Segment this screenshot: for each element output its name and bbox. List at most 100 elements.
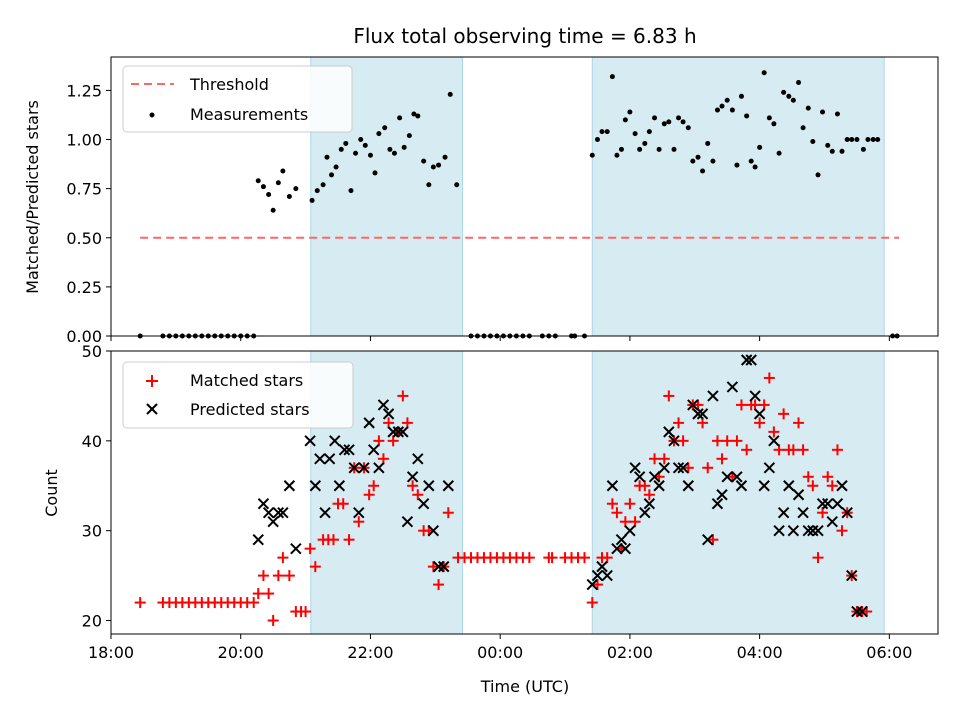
measurement-point — [676, 115, 682, 121]
predicted-star-point — [611, 542, 623, 555]
measurement-point — [627, 109, 633, 115]
measurement-point — [705, 140, 711, 146]
matched-star-point — [578, 552, 590, 564]
predicted-star-point — [668, 435, 680, 447]
predicted-star-point — [267, 515, 279, 528]
predicted-star-point — [323, 453, 336, 465]
measurement-point — [815, 172, 821, 178]
predicted-star-point — [304, 435, 316, 447]
matched-star-point — [807, 480, 819, 492]
matched-star-point — [793, 417, 805, 429]
shaded-region-1 — [591, 350, 885, 635]
predicted-star-point — [856, 605, 868, 618]
measurement-point — [426, 182, 432, 188]
matched-star-point — [373, 435, 385, 447]
measurement-point — [421, 158, 427, 164]
matched-legend-label: Matched stars — [190, 371, 303, 390]
measurement-point — [454, 182, 460, 188]
bottom-legend: Matched stars Predicted stars — [122, 361, 354, 429]
predicted-star-point — [812, 524, 824, 537]
predicted-star-point — [406, 471, 419, 483]
matched-star-point — [673, 417, 685, 429]
measurement-point — [324, 154, 330, 160]
matched-star-point — [368, 480, 380, 492]
matched-star-point — [768, 426, 780, 438]
measurement-point — [761, 70, 767, 76]
matched-star-point — [822, 471, 834, 483]
bottom-y-tick-label: 50 — [82, 342, 102, 361]
predicted-star-point — [442, 480, 454, 492]
top-shaded-regions — [310, 56, 885, 337]
predicted-star-point — [586, 578, 598, 591]
predicted-star-point — [290, 542, 302, 555]
matched-star-point — [763, 372, 775, 384]
bottom-y-tick-label: 20 — [82, 612, 102, 631]
predicted-star-point — [382, 408, 395, 420]
measurement-point — [376, 131, 382, 137]
predicted-star-point — [397, 426, 409, 438]
predicted-star-point — [777, 507, 790, 519]
measurement-point — [800, 125, 806, 131]
predicted-star-point — [716, 489, 728, 501]
measurement-point — [748, 158, 754, 164]
measurement-point — [781, 89, 787, 95]
bottom-y-tick-label: 30 — [82, 522, 102, 541]
measurement-point — [637, 146, 643, 152]
measurement-point — [724, 97, 730, 103]
shaded-region-1 — [591, 56, 885, 337]
predicted-star-point — [619, 542, 632, 555]
measurement-point — [372, 170, 378, 176]
measurement-point — [656, 146, 662, 152]
predicted-star-point — [377, 399, 390, 411]
predicted-star-point — [753, 408, 766, 420]
measurement-point — [839, 148, 845, 154]
predicted-star-point — [768, 435, 780, 447]
matched-star-point — [721, 435, 733, 447]
measurement-point — [430, 164, 436, 170]
matched-star-point — [731, 435, 743, 447]
measurement-point — [338, 146, 344, 152]
predicted-star-point — [831, 498, 844, 510]
predicted-star-point — [601, 569, 613, 582]
measurement-point — [685, 125, 691, 131]
measurement-point — [320, 182, 326, 188]
predicted-star-point — [392, 426, 405, 438]
matched-star-point — [442, 507, 454, 519]
matched-star-point — [546, 552, 558, 564]
predicted-star-point — [648, 471, 661, 483]
predicted-star-point — [358, 462, 370, 474]
predicted-star-point — [783, 480, 795, 492]
top-y-tick-label: 0.00 — [66, 327, 102, 346]
matched-star-point — [826, 480, 838, 492]
measurement-point — [820, 109, 826, 115]
matched-stars-points — [134, 372, 873, 627]
predicted-star-point — [624, 524, 636, 537]
bottom-x-tick-label: 02:00 — [607, 643, 653, 662]
measurement-point — [594, 137, 600, 143]
measurement-point — [829, 148, 835, 154]
predicted-star-point — [363, 417, 375, 429]
predicted-star-point — [672, 462, 685, 474]
matched-star-point — [707, 534, 719, 546]
predicted-star-point — [639, 507, 651, 519]
top-y-tick-label: 0.50 — [66, 229, 102, 248]
matched-star-point — [624, 498, 636, 510]
measurement-point — [666, 119, 672, 125]
predicted-star-point — [309, 480, 322, 492]
measurement-point — [280, 168, 286, 174]
predicted-star-point — [438, 560, 450, 573]
measurement-point — [834, 111, 840, 117]
matched-star-point — [702, 462, 714, 474]
measurement-point — [604, 129, 610, 135]
predicted-star-point — [283, 480, 296, 492]
measurement-point — [729, 107, 735, 113]
matched-star-point — [304, 543, 316, 555]
matched-star-point — [711, 435, 723, 447]
matched-star-point — [267, 615, 279, 627]
top-legend-box — [122, 65, 353, 133]
measurement-point — [632, 131, 638, 137]
predicted-star-point — [851, 605, 863, 618]
predicted-star-point — [702, 533, 714, 546]
matched-star-point — [412, 489, 424, 501]
predicted-star-point — [822, 498, 834, 510]
